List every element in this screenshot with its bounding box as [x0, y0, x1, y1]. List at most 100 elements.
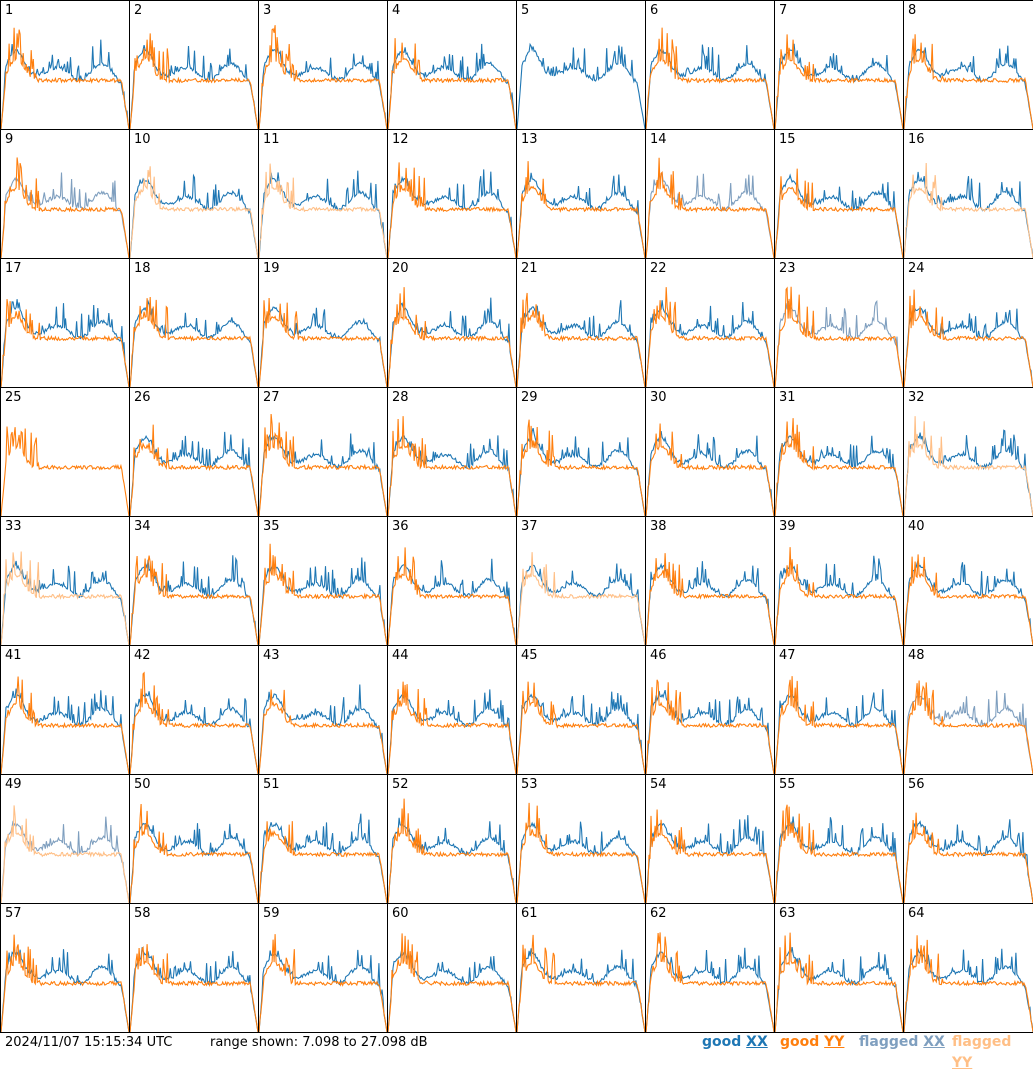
- panel-plot: [388, 162, 516, 258]
- series-xx-flagged: [775, 300, 903, 387]
- panel-plot: [259, 684, 387, 774]
- series-yy-good: [646, 679, 774, 774]
- antenna-panel-39: 39: [774, 516, 904, 646]
- series-xx-good: [775, 555, 903, 645]
- antenna-panel-3: 3: [258, 0, 388, 130]
- panel-label: 7: [779, 3, 788, 18]
- panel-label: 12: [392, 132, 409, 147]
- antenna-panel-28: 28: [387, 387, 517, 517]
- series-yy-good: [904, 935, 1033, 1032]
- panel-plot: [904, 935, 1033, 1032]
- series-yy-good: [517, 292, 645, 387]
- panel-plot: [904, 162, 1033, 258]
- antenna-panel-10: 10: [129, 129, 259, 259]
- panel-label: 57: [5, 906, 22, 921]
- panel-label: 18: [134, 261, 151, 276]
- panel-plot: [904, 416, 1033, 516]
- antenna-panel-35: 35: [258, 516, 388, 646]
- panel-plot: [775, 547, 903, 645]
- panel-label: 25: [5, 390, 22, 405]
- series-yy-good: [517, 161, 645, 258]
- panel-plot: [259, 813, 387, 903]
- series-yy-good: [646, 809, 774, 903]
- series-xx-good: [904, 45, 1033, 129]
- series-yy-flagged: [1, 551, 129, 645]
- antenna-panel-30: 30: [645, 387, 775, 517]
- series-yy-good: [904, 34, 1033, 129]
- series-yy-good: [517, 419, 645, 516]
- antenna-panel-41: 41: [0, 645, 130, 775]
- panel-label: 36: [392, 519, 409, 534]
- panel-label: 11: [263, 132, 280, 147]
- series-yy-good: [775, 932, 903, 1032]
- antenna-panel-37: 37: [516, 516, 646, 646]
- series-xx-good: [646, 431, 774, 516]
- panel-plot: [259, 413, 387, 516]
- antenna-panel-6: 6: [645, 0, 775, 130]
- series-xx-flagged: [1, 816, 129, 903]
- panel-label: 62: [650, 906, 667, 921]
- panel-label: 20: [392, 261, 409, 276]
- series-yy-good: [130, 944, 258, 1032]
- series-yy-good: [775, 676, 903, 774]
- panel-plot: [388, 798, 516, 903]
- antenna-panel-33: 33: [0, 516, 130, 646]
- panel-plot: [1, 805, 129, 903]
- panel-label: 54: [650, 777, 667, 792]
- antenna-panel-46: 46: [645, 645, 775, 775]
- series-xx-good: [646, 815, 774, 903]
- series-yy-flagged: [130, 166, 258, 258]
- series-yy-good: [1, 27, 129, 129]
- panel-label: 63: [779, 906, 796, 921]
- series-yy-good: [646, 932, 774, 1032]
- panel-label: 17: [5, 261, 22, 276]
- series-yy-good: [517, 681, 645, 774]
- antenna-panel-49: 49: [0, 774, 130, 904]
- panel-label: 34: [134, 519, 151, 534]
- series-yy-good: [775, 34, 903, 129]
- legend-flagged-xx: flagged XX: [859, 1032, 945, 1053]
- series-yy-good: [904, 554, 1033, 645]
- panel-label: 13: [521, 132, 538, 147]
- series-xx-good: [130, 173, 258, 258]
- series-yy-good: [646, 157, 774, 258]
- series-yy-good: [388, 933, 516, 1032]
- series-yy-good: [1, 299, 129, 387]
- panel-label: 64: [908, 906, 925, 921]
- panel-label: 43: [263, 648, 280, 663]
- panel-label: 32: [908, 390, 925, 405]
- panel-label: 26: [134, 390, 151, 405]
- panel-plot: [775, 168, 903, 258]
- panel-label: 33: [5, 519, 22, 534]
- series-yy-good: [388, 38, 516, 129]
- antenna-panel-20: 20: [387, 258, 517, 388]
- legend-pol: XX: [746, 1034, 768, 1050]
- series-yy-good: [388, 162, 516, 258]
- panel-label: 40: [908, 519, 925, 534]
- panel-label: 39: [779, 519, 796, 534]
- series-xx-good: [775, 816, 903, 903]
- antenna-panel-52: 52: [387, 774, 517, 904]
- antenna-panel-24: 24: [903, 258, 1033, 388]
- antenna-panel-15: 15: [774, 129, 904, 259]
- panel-label: 14: [650, 132, 667, 147]
- antenna-panel-51: 51: [258, 774, 388, 904]
- panel-label: 23: [779, 261, 796, 276]
- antenna-panel-18: 18: [129, 258, 259, 388]
- panel-label: 10: [134, 132, 151, 147]
- series-xx-good: [130, 431, 258, 516]
- panel-plot: [517, 292, 645, 387]
- panel-plot: [388, 681, 516, 774]
- panel-plot: [388, 547, 516, 645]
- series-xx-good: [130, 947, 258, 1032]
- panel-plot: [646, 809, 774, 903]
- panel-plot: [646, 553, 774, 645]
- antenna-panel-14: 14: [645, 129, 775, 259]
- panel-plot: [775, 932, 903, 1032]
- antenna-panel-16: 16: [903, 129, 1033, 259]
- series-xx-good: [130, 822, 258, 903]
- series-yy-good: [259, 689, 387, 774]
- panel-plot: [1, 551, 129, 645]
- panel-plot: [1, 157, 129, 258]
- antenna-panel-9: 9: [0, 129, 130, 259]
